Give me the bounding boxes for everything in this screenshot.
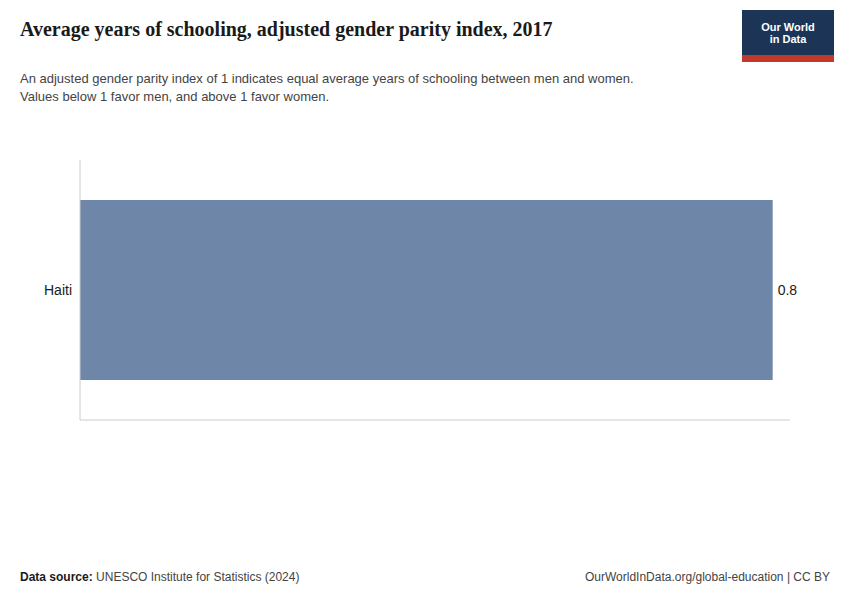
svg-text:Haiti: Haiti (44, 282, 72, 298)
html-text:An adjusted gender parity inde: An adjusted gender parity index of 1 ind… (20, 71, 634, 86)
html-text:Data source: UNESCO Institute: Data source: UNESCO Institute for Statis… (20, 570, 300, 584)
svg-text:0.8: 0.8 (778, 282, 798, 298)
html-text:Average years of schooling, ad: Average years of schooling, adjusted gen… (20, 18, 553, 40)
html-text:Values below 1 favor men, and: Values below 1 favor men, and above 1 fa… (20, 89, 330, 104)
html-text:Our World: Our World (761, 20, 815, 33)
html-text:OurWorldInData.org/global-educ: OurWorldInData.org/global-education | CC… (585, 570, 830, 584)
html-text:in Data: in Data (769, 32, 807, 45)
